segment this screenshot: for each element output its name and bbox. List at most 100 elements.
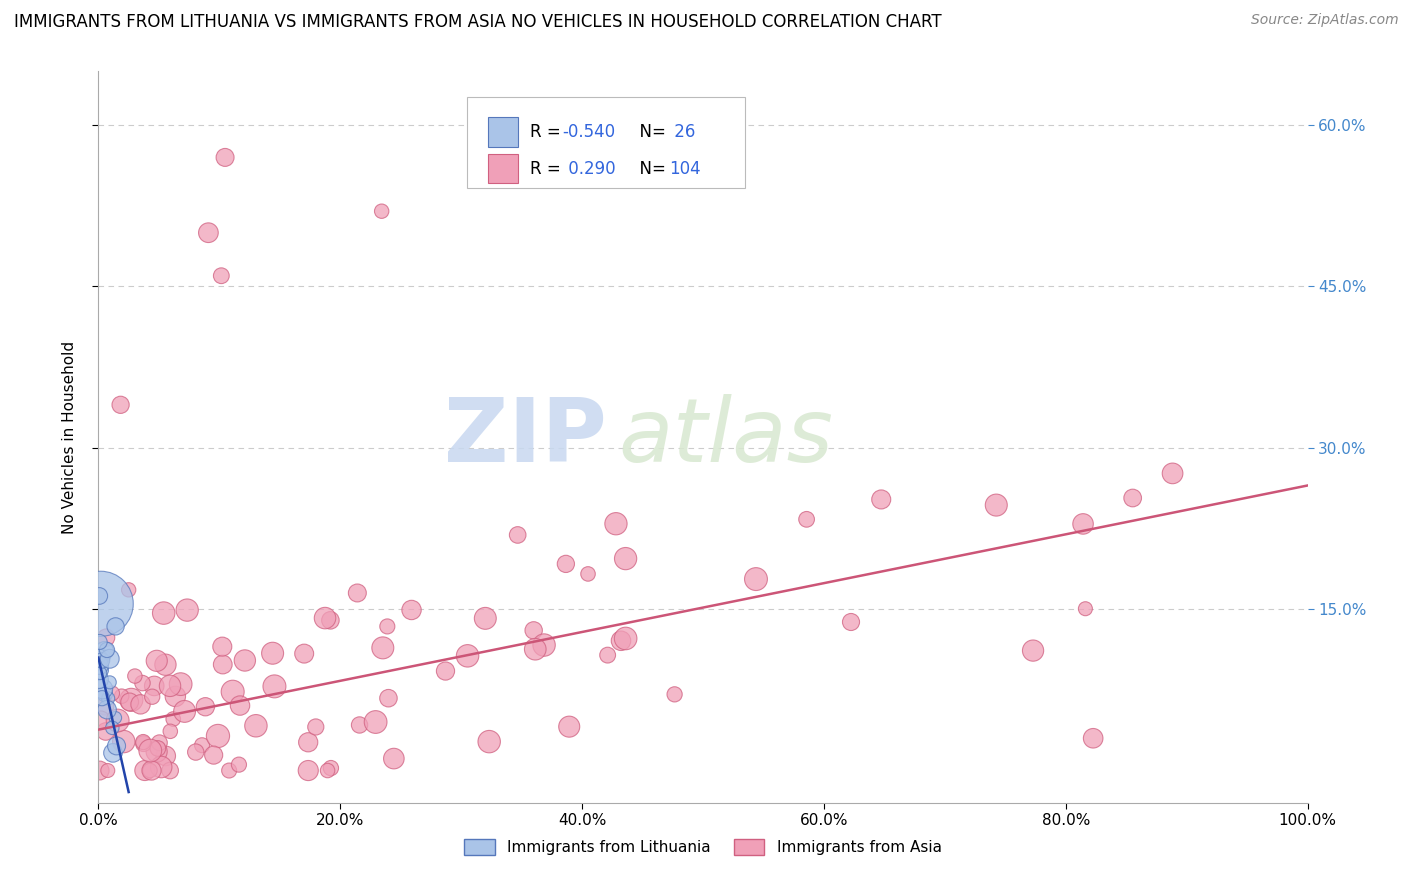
Legend: Immigrants from Lithuania, Immigrants from Asia: Immigrants from Lithuania, Immigrants fr… [458,833,948,861]
Text: N=: N= [630,160,666,178]
Point [194,699,217,714]
Point [870,492,893,507]
Point [94,699,117,714]
Point [105,739,128,753]
Point [319,613,342,627]
Point [382,751,405,765]
Point [263,679,285,693]
Point [1074,601,1097,615]
Point [112,734,135,748]
Point [132,737,155,751]
Point [533,638,555,652]
Point [457,648,479,663]
Text: 26: 26 [669,123,696,141]
Point [96,643,118,657]
Point [89,635,111,649]
Point [155,657,177,672]
Point [89,673,111,687]
Point [346,586,368,600]
Point [214,150,236,164]
Point [134,764,156,778]
Point [1022,643,1045,657]
Point [191,738,214,752]
Point [159,724,181,739]
Text: ZIP: ZIP [443,393,606,481]
Point [129,698,152,712]
Point [297,764,319,778]
FancyBboxPatch shape [467,97,745,188]
Text: IMMIGRANTS FROM LITHUANIA VS IMMIGRANTS FROM ASIA NO VEHICLES IN HOUSEHOLD CORRE: IMMIGRANTS FROM LITHUANIA VS IMMIGRANTS … [14,13,942,31]
Point [202,748,225,763]
Point [1122,491,1144,505]
Text: atlas: atlas [619,394,834,480]
Text: 104: 104 [669,160,700,178]
Point [796,512,818,526]
Point [233,653,256,667]
Point [370,204,392,219]
Point [314,611,336,625]
Point [162,712,184,726]
Point [319,761,342,775]
Point [87,653,110,667]
Point [596,648,619,662]
Point [434,664,457,678]
Point [297,735,319,749]
Point [94,687,117,701]
Point [107,714,129,728]
Point [132,735,155,749]
Point [97,691,120,706]
Point [576,566,599,581]
FancyBboxPatch shape [488,118,517,146]
Point [90,597,112,611]
Point [89,764,111,778]
Point [101,721,124,735]
Point [377,691,399,706]
Point [221,684,243,698]
Point [96,703,118,717]
Point [349,718,371,732]
Point [98,675,121,690]
Point [207,729,229,743]
Point [145,745,167,759]
Point [478,734,501,748]
Text: R =: R = [530,123,567,141]
Point [184,745,207,759]
Point [91,649,114,664]
FancyBboxPatch shape [488,154,517,183]
Point [118,582,141,597]
Point [93,644,115,658]
Point [150,760,173,774]
Point [159,764,181,778]
Point [101,686,124,700]
Point [98,652,121,666]
Point [605,516,627,531]
Point [664,687,686,701]
Point [155,748,177,763]
Point [91,681,114,696]
Point [305,720,328,734]
Point [89,663,111,677]
Point [523,624,546,638]
Point [141,764,163,778]
Point [165,690,187,704]
Text: -0.540: -0.540 [562,123,616,141]
Point [148,736,170,750]
Point [87,648,110,663]
Point [104,711,127,725]
Point [218,764,240,778]
Point [745,572,768,586]
Y-axis label: No Vehicles in Household: No Vehicles in Household [62,341,77,533]
Point [371,640,394,655]
Point [986,498,1008,512]
Point [90,713,112,727]
Point [211,657,233,672]
Point [97,764,120,778]
Point [141,690,163,704]
Point [146,741,169,756]
Text: Source: ZipAtlas.com: Source: ZipAtlas.com [1251,13,1399,28]
Point [614,632,637,646]
Point [91,691,114,706]
Point [101,746,124,760]
Point [169,677,191,691]
Point [176,603,198,617]
